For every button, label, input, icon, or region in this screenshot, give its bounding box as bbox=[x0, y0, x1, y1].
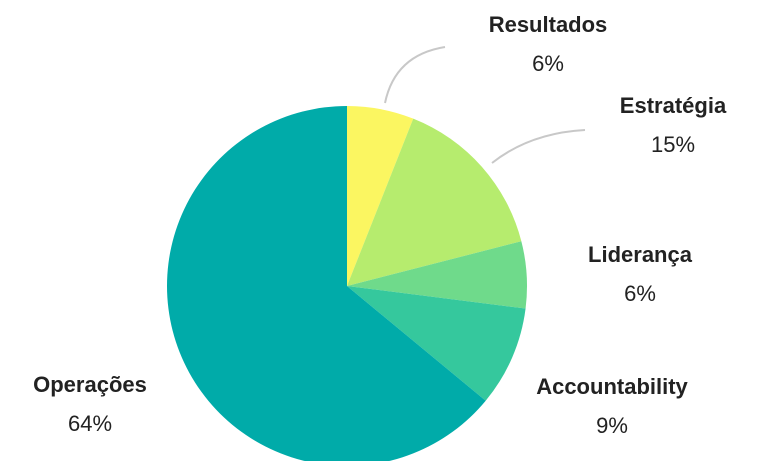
slice-value: 15% bbox=[651, 132, 695, 157]
slice-value: 64% bbox=[68, 411, 112, 436]
leader-line bbox=[491, 129, 586, 164]
slice-value: 9% bbox=[596, 413, 628, 438]
slice-value: 6% bbox=[624, 281, 656, 306]
slice-label: Operações bbox=[33, 372, 147, 397]
slice-label: Resultados bbox=[489, 12, 608, 37]
pie-slice bbox=[347, 118, 522, 287]
pie-slice bbox=[167, 106, 486, 461]
slice-label: Estratégia bbox=[620, 93, 727, 118]
slice-label: Liderança bbox=[588, 242, 693, 267]
slice-label: Accountability bbox=[536, 374, 688, 399]
leader-line bbox=[384, 46, 446, 104]
pie-slice bbox=[347, 241, 527, 309]
slice-value: 6% bbox=[532, 51, 564, 76]
pie-slice bbox=[347, 286, 526, 401]
pie-slice bbox=[347, 106, 414, 286]
